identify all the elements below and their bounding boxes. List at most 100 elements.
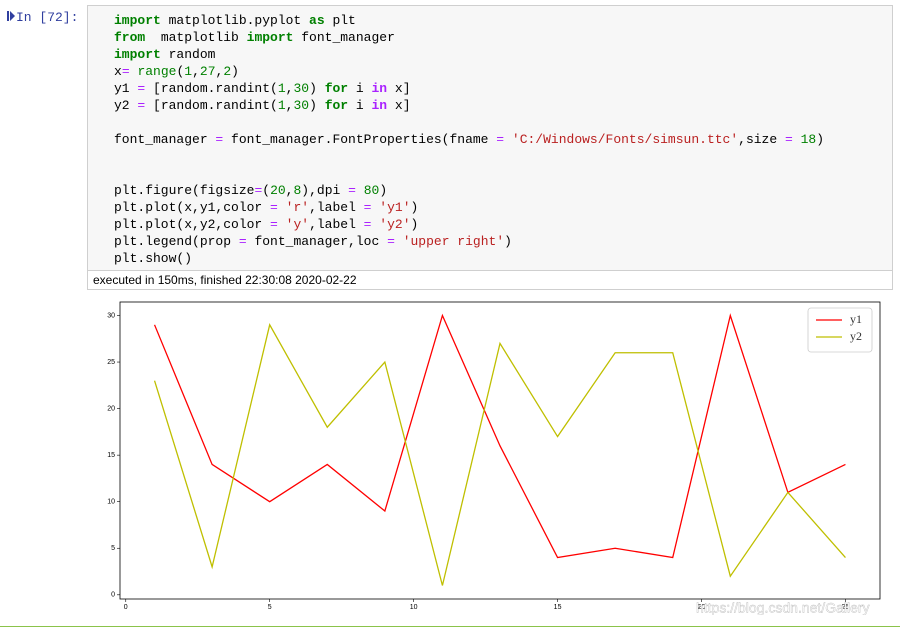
code-token: (: [176, 64, 185, 79]
code-token: 'y': [285, 217, 310, 232]
code-token: plt.plot(x,y2,color: [114, 217, 271, 232]
code-token: 18: [800, 132, 817, 147]
code-token: =: [137, 98, 146, 113]
code-token: =: [137, 81, 146, 96]
run-icon[interactable]: [6, 10, 16, 22]
code-token: import: [246, 30, 294, 45]
code-token: ),dpi: [301, 183, 349, 198]
code-token: [356, 183, 364, 198]
code-token: 30: [293, 81, 310, 96]
code-token: x]: [387, 98, 411, 113]
code-line: [114, 165, 824, 182]
code-token: for: [324, 81, 349, 96]
code-token: import: [114, 47, 161, 62]
x-tick-label: 25: [842, 604, 850, 611]
code-token: 'C:/Windows/Fonts/simsun.ttc': [511, 132, 739, 147]
code-line: import matplotlib.pyplot as plt: [114, 12, 824, 29]
code-line: plt.show(): [114, 250, 824, 267]
code-token: =: [254, 183, 263, 198]
code-cell[interactable]: import matplotlib.pyplot as plt from matp…: [87, 5, 893, 271]
code-token: [793, 132, 801, 147]
y-tick-label: 5: [111, 545, 115, 552]
code-token: ): [231, 64, 239, 79]
code-token: for: [324, 98, 349, 113]
code-token: 1: [184, 64, 193, 79]
code-token: =: [121, 64, 130, 79]
code-line: plt.figure(figsize=(20,8),dpi = 80): [114, 182, 824, 199]
code-token: 1: [277, 98, 286, 113]
prompt-label: In [72]:: [16, 10, 79, 25]
code-token: matplotlib: [145, 30, 247, 45]
code-token: ): [410, 217, 419, 232]
code-token: 27: [199, 64, 216, 79]
code-line: from matplotlib import font_manager: [114, 29, 824, 46]
code-token: 'upper right': [402, 234, 505, 249]
code-token: 2: [223, 64, 232, 79]
code-token: [504, 132, 512, 147]
code-token: 20: [270, 183, 286, 198]
code-token: font_manager,loc: [246, 234, 388, 249]
code-token: ): [816, 132, 825, 147]
code-token: [random.randint(: [145, 81, 278, 96]
y-tick-label: 20: [107, 405, 115, 412]
code-token: 'r': [285, 200, 310, 215]
code-token: import: [114, 13, 161, 28]
y-tick-label: 10: [107, 499, 115, 506]
code-token: =: [215, 132, 224, 147]
legend-label: y2: [850, 329, 862, 343]
code-line: [114, 114, 824, 131]
code-token: ): [309, 81, 325, 96]
legend-box: [807, 307, 873, 353]
code-token: 'y1': [379, 200, 411, 215]
code-line: plt.plot(x,y1,color = 'r',label = 'y1'): [114, 199, 824, 216]
legend-label: y1: [850, 312, 862, 326]
x-tick-label: 5: [268, 604, 272, 611]
x-tick-label: 20: [698, 604, 706, 611]
code-token: range: [137, 64, 177, 79]
code-token: [278, 200, 286, 215]
code-token: =: [363, 200, 372, 215]
code-token: x]: [387, 81, 411, 96]
code-token: matplotlib.pyplot: [160, 13, 310, 28]
execution-info: executed in 150ms, finished 22:30:08 202…: [87, 271, 893, 290]
code-token: ,size: [738, 132, 785, 147]
code-token: plt.figure(figsize: [114, 183, 255, 198]
code-token: ,label: [309, 217, 364, 232]
y-tick-label: 0: [111, 592, 115, 599]
y-tick-label: 15: [107, 452, 115, 459]
code-token: 80: [363, 183, 380, 198]
code-token: in: [371, 81, 388, 96]
code-line: y1 = [random.randint(1,30) for i in x]: [114, 80, 824, 97]
code-token: =: [363, 217, 372, 232]
code-line: import random: [114, 46, 824, 63]
code-token: =: [496, 132, 505, 147]
code-area[interactable]: import matplotlib.pyplot as plt from matp…: [114, 12, 824, 267]
code-token: in: [371, 98, 388, 113]
code-line: plt.plot(x,y2,color = 'y',label = 'y2'): [114, 216, 824, 233]
code-token: ): [309, 98, 325, 113]
code-token: i: [348, 81, 372, 96]
code-line: font_manager = font_manager.FontProperti…: [114, 131, 824, 148]
code-token: =: [238, 234, 247, 249]
series-line: [153, 313, 846, 559]
x-tick-label: 0: [124, 604, 128, 611]
code-token: plt.plot(x,y1,color: [114, 200, 271, 215]
code-token: 'y2': [379, 217, 411, 232]
code-line: plt.legend(prop = font_manager,loc = 'up…: [114, 233, 824, 250]
watermark: https://blog.csdn.net/Gallery: [696, 600, 870, 615]
code-token: [278, 217, 286, 232]
series-line: [153, 323, 846, 586]
x-tick-label: 15: [554, 604, 562, 611]
code-token: ,: [285, 98, 294, 113]
code-token: ): [504, 234, 512, 249]
cell-prompt: In [72]:: [6, 10, 78, 25]
code-token: =: [270, 200, 278, 215]
code-line: x= range(1,27,2): [114, 63, 824, 80]
code-token: ,: [285, 81, 294, 96]
code-token: plt.show(): [114, 251, 193, 266]
code-line: y2 = [random.randint(1,30) for i in x]: [114, 97, 824, 114]
code-token: plt.legend(prop: [114, 234, 239, 249]
code-token: random: [160, 47, 216, 62]
code-line: [114, 148, 824, 165]
code-token: ): [410, 200, 419, 215]
